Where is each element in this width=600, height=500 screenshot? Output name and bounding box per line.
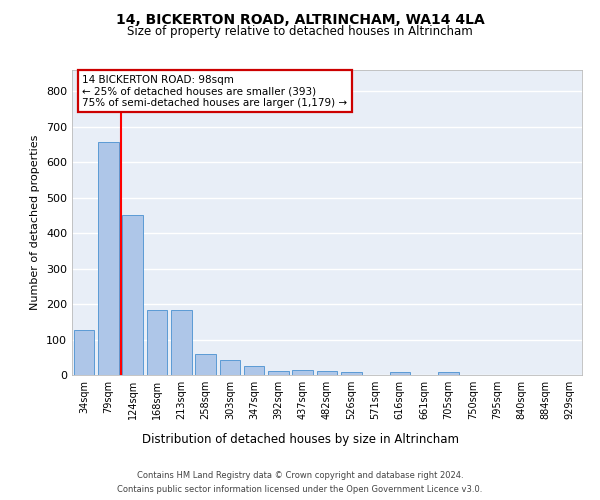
Text: Size of property relative to detached houses in Altrincham: Size of property relative to detached ho… [127,25,473,38]
Bar [195,354,216,375]
Bar [438,372,459,375]
Bar [341,372,362,375]
Bar [268,370,289,375]
Bar [122,214,143,375]
Text: Contains HM Land Registry data © Crown copyright and database right 2024.: Contains HM Land Registry data © Crown c… [137,471,463,480]
Bar [317,371,337,375]
Bar [146,310,167,375]
Text: Contains public sector information licensed under the Open Government Licence v3: Contains public sector information licen… [118,485,482,494]
Bar [98,142,119,375]
Bar [389,372,410,375]
Text: 14 BICKERTON ROAD: 98sqm
← 25% of detached houses are smaller (393)
75% of semi-: 14 BICKERTON ROAD: 98sqm ← 25% of detach… [82,74,347,108]
Bar [292,370,313,375]
Bar [244,366,265,375]
Text: 14, BICKERTON ROAD, ALTRINCHAM, WA14 4LA: 14, BICKERTON ROAD, ALTRINCHAM, WA14 4LA [116,12,484,26]
Text: Distribution of detached houses by size in Altrincham: Distribution of detached houses by size … [142,432,458,446]
Y-axis label: Number of detached properties: Number of detached properties [31,135,40,310]
Bar [171,310,191,375]
Bar [74,330,94,375]
Bar [220,360,240,375]
